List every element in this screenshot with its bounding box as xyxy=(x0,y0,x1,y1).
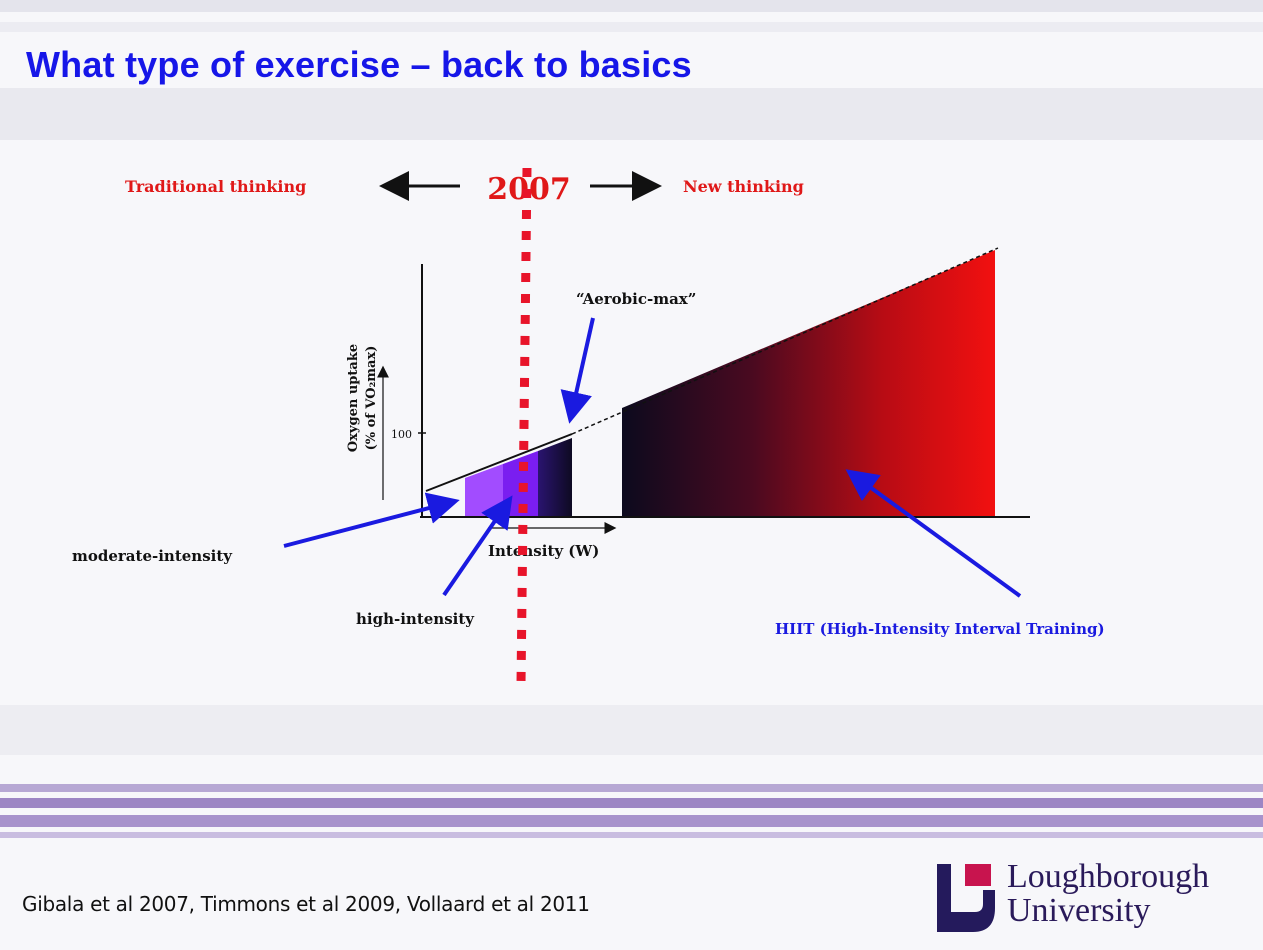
lower-band xyxy=(0,705,1263,755)
y-tick-label: 100 xyxy=(391,428,412,441)
aerobic-max-label: “Aerobic-max” xyxy=(576,290,696,308)
top-stripe-band xyxy=(0,0,1263,12)
loughborough-logo-mark xyxy=(937,864,995,932)
x-axis-label: Intensity (W) xyxy=(488,542,599,560)
slide-title: What type of exercise – back to basics xyxy=(26,44,692,85)
traditional-thinking-label: Traditional thinking xyxy=(125,177,306,196)
logo-text-line2: University xyxy=(1007,892,1151,929)
y-axis-label: Oxygen uptake xyxy=(346,344,361,452)
extrapolated-uptake-line xyxy=(571,247,999,435)
logo-text-line1: Loughborough xyxy=(1007,858,1210,895)
new-thinking-label: New thinking xyxy=(683,177,804,196)
references-citation: Gibala et al 2007, Timmons et al 2009, V… xyxy=(22,892,590,916)
oxygen-uptake-line xyxy=(425,433,573,492)
y-axis-sublabel: (% of VO₂max) xyxy=(364,346,379,451)
moderate-intensity-label: moderate-intensity xyxy=(72,547,233,565)
footer-stripe xyxy=(0,815,1263,827)
hiit-label: HIIT (High-Intensity Interval Training) xyxy=(775,620,1105,638)
year-divider-dotted-line xyxy=(516,167,532,685)
footer-stripe xyxy=(0,784,1263,792)
moderate-intensity-region xyxy=(465,464,503,516)
high-intensity-label: high-intensity xyxy=(356,610,475,628)
near-max-region xyxy=(538,438,572,516)
footer-stripe xyxy=(0,832,1263,838)
hiit-arrow xyxy=(845,469,1022,598)
moderate-intensity-arrow xyxy=(283,492,460,548)
footer-stripe xyxy=(0,798,1263,808)
high-intensity-arrow xyxy=(442,495,513,597)
header-band xyxy=(0,88,1263,140)
aerobic-max-arrow xyxy=(560,317,595,424)
top-stripe-band xyxy=(0,22,1263,32)
university-logo: Loughborough University xyxy=(933,858,1253,938)
hiit-region xyxy=(622,250,995,516)
